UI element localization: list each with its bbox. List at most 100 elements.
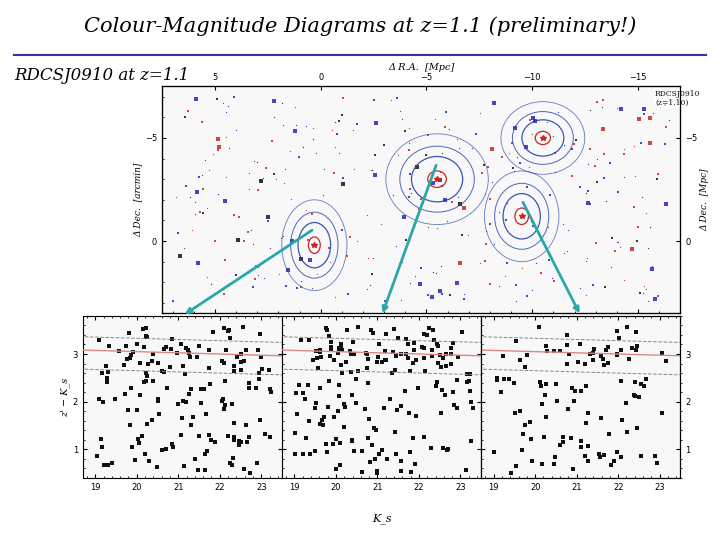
Point: [402, 354, 414, 362]
Point: [409, 460, 420, 468]
Point: [535, 378, 546, 387]
Point: [224, 458, 235, 467]
Point: [191, 353, 202, 362]
Point: [224, 326, 235, 334]
Point: [184, 390, 195, 399]
Point: [235, 366, 246, 375]
Point: [325, 346, 336, 354]
Point: [252, 346, 264, 354]
Point: [638, 382, 649, 390]
Point: [363, 355, 374, 363]
Point: [146, 356, 158, 365]
Point: [602, 359, 613, 367]
Point: [253, 369, 265, 377]
Point: [335, 342, 346, 351]
Point: [408, 434, 419, 442]
Point: [161, 383, 173, 392]
Point: [390, 449, 402, 458]
Point: [574, 340, 585, 348]
Point: [582, 409, 594, 417]
Point: [348, 350, 360, 359]
Point: [570, 387, 581, 395]
Point: [199, 465, 211, 474]
Point: [405, 467, 416, 476]
Point: [369, 454, 380, 463]
Point: [231, 353, 243, 362]
Point: [515, 355, 526, 364]
Point: [99, 461, 110, 469]
Point: [109, 395, 120, 403]
Point: [603, 343, 614, 352]
Point: [456, 327, 468, 336]
Point: [314, 347, 325, 356]
Point: [113, 347, 125, 355]
Point: [605, 461, 616, 469]
Point: [552, 397, 563, 406]
Point: [256, 364, 268, 373]
Point: [125, 354, 136, 362]
Point: [96, 397, 108, 406]
Point: [333, 407, 344, 415]
Point: [255, 353, 266, 361]
Text: RDCSJ0910 at z=1.1: RDCSJ0910 at z=1.1: [14, 68, 189, 84]
Point: [152, 395, 163, 403]
Point: [335, 339, 346, 348]
Point: [525, 435, 536, 444]
Point: [371, 426, 382, 434]
Point: [379, 347, 390, 355]
Point: [554, 346, 566, 355]
Point: [300, 434, 312, 442]
Point: [660, 356, 672, 365]
Point: [153, 359, 164, 367]
Point: [657, 409, 668, 417]
Point: [304, 336, 315, 345]
Point: [101, 378, 112, 387]
Point: [616, 453, 627, 462]
Point: [621, 428, 633, 436]
Point: [132, 438, 144, 447]
Point: [435, 409, 446, 417]
Point: [440, 350, 451, 359]
Point: [418, 343, 430, 352]
Point: [234, 437, 246, 445]
Point: [235, 349, 247, 358]
Point: [136, 431, 148, 440]
Point: [360, 404, 372, 413]
Point: [138, 377, 150, 386]
Point: [238, 465, 249, 474]
Point: [322, 402, 333, 411]
Point: [307, 355, 319, 364]
Point: [143, 457, 155, 465]
Point: [333, 380, 345, 389]
Point: [402, 340, 413, 349]
Point: [199, 450, 210, 458]
Point: [193, 342, 204, 350]
Point: [616, 377, 627, 386]
Point: [372, 467, 383, 476]
Point: [418, 432, 430, 441]
Point: [219, 376, 230, 385]
Point: [140, 449, 151, 458]
Point: [408, 345, 420, 354]
Point: [626, 343, 637, 352]
Point: [181, 397, 192, 406]
Point: [158, 367, 170, 376]
Point: [539, 391, 551, 400]
Point: [371, 357, 382, 366]
Point: [541, 380, 552, 388]
Point: [400, 349, 412, 358]
Point: [312, 363, 323, 372]
Point: [366, 326, 377, 335]
Point: [339, 403, 351, 411]
Point: [451, 403, 463, 412]
Point: [222, 327, 234, 335]
Point: [220, 346, 231, 355]
Point: [227, 454, 238, 463]
Point: [175, 340, 186, 348]
Point: [465, 397, 477, 406]
Point: [418, 354, 430, 363]
Point: [175, 431, 186, 440]
Point: [318, 413, 330, 421]
Point: [201, 447, 212, 456]
Point: [436, 386, 448, 395]
